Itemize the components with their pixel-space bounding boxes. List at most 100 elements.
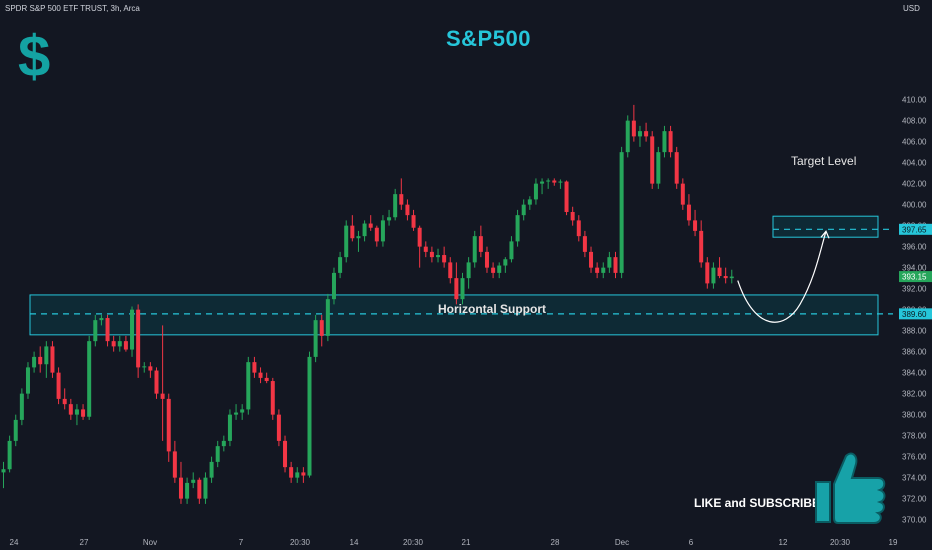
candle-body [344,225,349,258]
candle-body [570,211,575,221]
candle-body [356,236,361,239]
y-tick-label: 370.00 [902,516,927,525]
x-tick-label: Dec [615,538,629,547]
candle-body [295,472,300,478]
candle-body [338,257,343,273]
candle-body [32,356,37,368]
chart-title: S&P500 [446,26,531,51]
candle-body [68,404,73,415]
candle-body [442,255,447,263]
candle-body [227,414,232,441]
candle-body [417,227,422,247]
candle-body [368,223,373,228]
candle-body [484,251,489,268]
y-tick-label: 372.00 [902,495,927,504]
candle-body [93,320,98,342]
y-tick-label: 394.00 [902,264,927,273]
candle-body [234,412,239,415]
candle-body [515,215,520,242]
candle-body [74,409,79,415]
thumbs-up-icon [815,452,886,524]
candle-body [111,341,116,347]
candle-body [405,204,410,216]
x-tick-label: 7 [239,538,244,547]
candle-body [13,419,18,441]
candle-body [699,230,704,263]
candle-body [589,251,594,268]
candle-body [99,318,104,321]
candle-body [81,409,86,417]
candle-body [301,472,306,476]
candle-body [546,180,551,182]
candle-body [564,181,569,212]
candle-body [637,131,642,137]
candle-body [686,204,691,221]
candle-body [625,120,630,153]
candle-body [160,393,165,399]
x-tick-label: 28 [551,538,560,547]
candle-body [723,276,728,279]
x-tick-label: 21 [462,538,471,547]
projection-arrow [737,231,827,323]
projection-arrowhead [820,230,830,239]
y-tick-label: 384.00 [902,369,927,378]
candle-body [613,257,618,273]
candle-body [380,220,385,242]
candle-body [44,346,49,365]
y-tick-label: 376.00 [902,453,927,462]
y-tick-label: 408.00 [902,117,927,126]
candle-body [178,477,183,499]
candle-body [246,362,251,410]
candle-body [668,131,673,153]
candle-body [503,259,508,266]
x-tick-label: 19 [889,538,898,547]
y-tick-label: 406.00 [902,138,927,147]
candle-body [466,262,471,279]
candle-body [411,215,416,228]
candle-body [148,366,153,371]
horizontal-support-zone [29,294,879,336]
candle-body [429,251,434,258]
candle-body [717,267,722,277]
candle-body [472,236,477,263]
like-subscribe-label: LIKE and SUBSCRIBE [694,496,821,510]
candle-body [387,217,392,221]
symbol-header: SPDR S&P 500 ETF TRUST, 3h, Arca [5,4,140,13]
y-tick-label: 392.00 [902,285,927,294]
candle-body [325,299,330,336]
candle-body [38,356,43,365]
y-tick-label: 410.00 [902,96,927,105]
candle-body [283,440,288,468]
candle-body [460,278,465,300]
candle-body [50,346,55,373]
candle-body [650,136,655,184]
candle-body [166,398,171,452]
candle-body [252,362,257,373]
candle-body [631,120,636,137]
x-tick-label: Nov [143,538,157,547]
candle-body [105,318,110,342]
x-tick-label: 27 [80,538,89,547]
candle-body [705,262,710,284]
y-tick-label: 378.00 [902,432,927,441]
x-tick-label: 24 [10,538,19,547]
candle-body [552,180,557,183]
x-tick-label: 20:30 [290,538,311,547]
candle-body [313,320,318,357]
candle-body [172,451,177,478]
price-tag-label: 393.15 [902,273,927,282]
candle-body [203,477,208,499]
candle-body [25,367,30,394]
candle-body [497,265,502,273]
candle-body [87,341,92,417]
x-tick-label: 20:30 [403,538,424,547]
y-tick-label: 400.00 [902,201,927,210]
y-tick-label: 402.00 [902,180,927,189]
price-tag-last [899,271,932,283]
candle-body [454,278,459,300]
candle-body [209,461,214,478]
candle-body [130,309,135,350]
y-tick-label: 380.00 [902,411,927,420]
